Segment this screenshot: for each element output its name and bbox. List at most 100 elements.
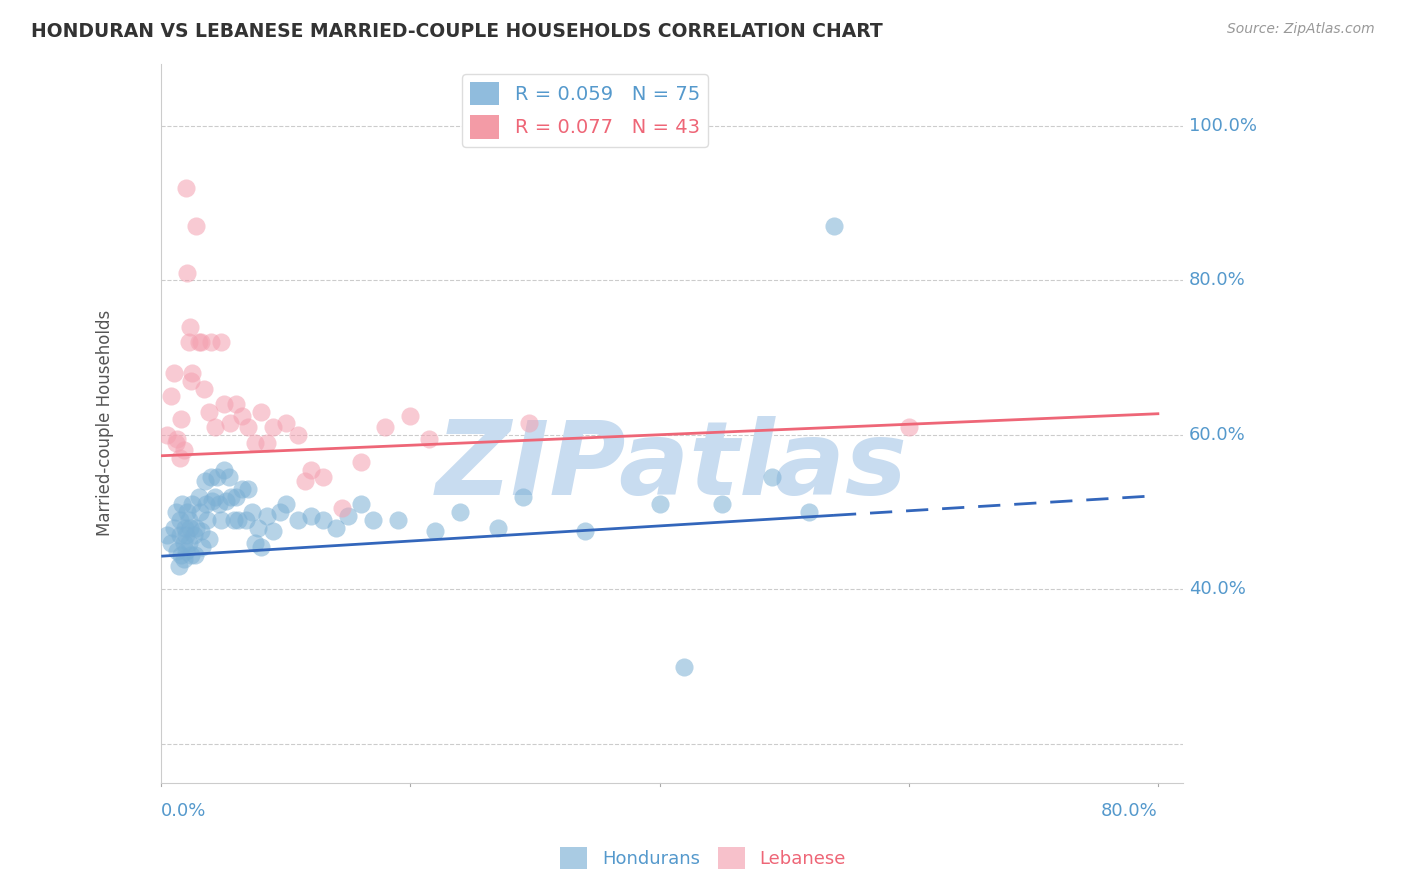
Point [165, 505, 187, 519]
Point [418, 432, 440, 446]
Legend: R = 0.059   N = 75, R = 0.077   N = 43: R = 0.059 N = 75, R = 0.077 N = 43 [463, 74, 709, 146]
Point [215, 493, 238, 508]
Point [187, 490, 209, 504]
Point [174, 520, 197, 534]
Point [225, 490, 247, 504]
Point [177, 513, 200, 527]
Point [181, 366, 204, 380]
Point [183, 528, 205, 542]
Point [160, 536, 183, 550]
Point [243, 435, 266, 450]
Text: 80.0%: 80.0% [1101, 802, 1159, 820]
Point [197, 532, 219, 546]
Point [349, 455, 371, 469]
Point [163, 366, 186, 380]
Point [176, 266, 198, 280]
Point [574, 524, 596, 539]
Point [274, 417, 297, 431]
Point [325, 520, 347, 534]
Text: ZIPatlas: ZIPatlas [436, 416, 908, 517]
Point [160, 389, 183, 403]
Text: 60.0%: 60.0% [1189, 425, 1246, 444]
Text: Married-couple Households: Married-couple Households [96, 310, 114, 536]
Point [163, 520, 186, 534]
Point [238, 420, 260, 434]
Text: HONDURAN VS LEBANESE MARRIED-COUPLE HOUSEHOLDS CORRELATION CHART: HONDURAN VS LEBANESE MARRIED-COUPLE HOUS… [31, 22, 883, 41]
Point [179, 520, 201, 534]
Point [190, 524, 212, 539]
Point [166, 543, 188, 558]
Point [169, 451, 191, 466]
Point [209, 513, 232, 527]
Point [312, 470, 335, 484]
Text: 40.0%: 40.0% [1189, 581, 1246, 599]
Point [173, 536, 195, 550]
Point [169, 528, 191, 542]
Point [177, 536, 200, 550]
Point [190, 335, 212, 350]
Point [174, 528, 197, 542]
Point [517, 417, 540, 431]
Point [243, 536, 266, 550]
Point [170, 548, 193, 562]
Point [374, 420, 396, 434]
Point [299, 463, 322, 477]
Point [176, 505, 198, 519]
Point [294, 475, 316, 489]
Point [449, 505, 471, 519]
Point [191, 540, 214, 554]
Point [823, 219, 845, 234]
Point [166, 432, 188, 446]
Legend: Hondurans, Lebanese: Hondurans, Lebanese [553, 839, 853, 876]
Point [188, 505, 211, 519]
Point [761, 470, 783, 484]
Point [247, 520, 270, 534]
Point [262, 420, 284, 434]
Point [180, 374, 202, 388]
Point [207, 470, 229, 484]
Point [240, 505, 263, 519]
Point [177, 335, 200, 350]
Point [897, 420, 920, 434]
Point [274, 498, 297, 512]
Point [250, 405, 273, 419]
Point [673, 659, 696, 673]
Point [204, 490, 226, 504]
Point [180, 548, 202, 562]
Point [204, 420, 226, 434]
Point [648, 498, 671, 512]
Point [349, 498, 371, 512]
Point [486, 520, 509, 534]
Point [269, 505, 291, 519]
Point [212, 397, 235, 411]
Point [169, 513, 191, 527]
Point [201, 493, 224, 508]
Text: 100.0%: 100.0% [1189, 117, 1257, 135]
Point [222, 513, 245, 527]
Point [207, 498, 229, 512]
Point [262, 524, 284, 539]
Point [167, 559, 190, 574]
Point [231, 482, 253, 496]
Point [179, 319, 201, 334]
Point [174, 180, 197, 194]
Point [172, 498, 194, 512]
Point [186, 520, 208, 534]
Point [218, 470, 240, 484]
Point [512, 490, 534, 504]
Point [256, 508, 278, 523]
Point [170, 412, 193, 426]
Point [173, 443, 195, 458]
Point [299, 508, 322, 523]
Point [173, 551, 195, 566]
Point [425, 524, 447, 539]
Point [330, 501, 353, 516]
Point [184, 548, 207, 562]
Point [194, 475, 217, 489]
Point [219, 490, 242, 504]
Text: 0.0%: 0.0% [162, 802, 207, 820]
Point [228, 513, 250, 527]
Point [218, 417, 240, 431]
Text: Source: ZipAtlas.com: Source: ZipAtlas.com [1227, 22, 1375, 37]
Point [181, 498, 204, 512]
